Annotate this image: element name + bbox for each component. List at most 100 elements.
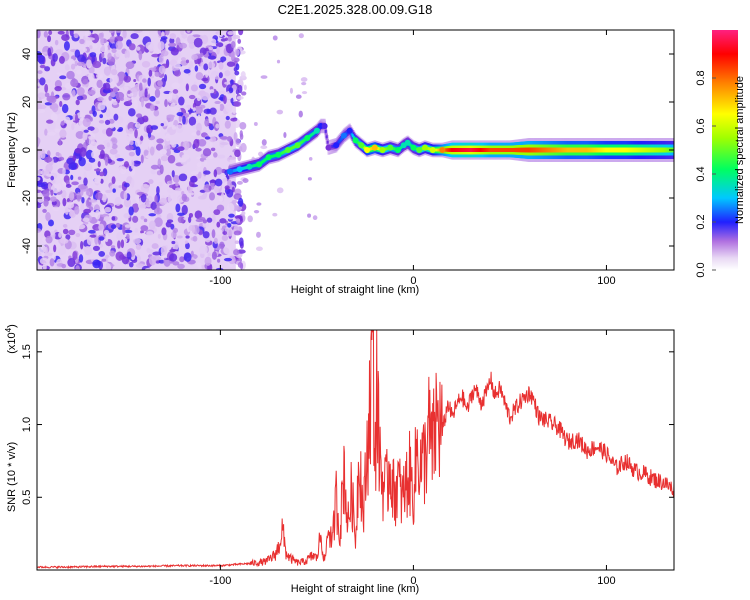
noise-blob <box>150 125 159 130</box>
noise-blob <box>218 196 224 202</box>
noise-blob <box>238 237 244 247</box>
noise-blob <box>190 250 194 257</box>
noise-blob <box>70 63 76 70</box>
noise-blob <box>227 156 237 160</box>
noise-blob <box>225 103 233 113</box>
noise-blob <box>156 214 162 219</box>
noise-blob <box>147 77 151 87</box>
noise-fleck <box>242 178 249 183</box>
noise-blob <box>185 83 189 92</box>
noise-blob <box>181 204 188 215</box>
noise-blob <box>156 203 160 213</box>
noise-fleck <box>307 213 312 218</box>
noise-blob <box>132 199 137 204</box>
noise-blob <box>98 236 105 241</box>
noise-blob <box>81 75 89 85</box>
noise-blob <box>196 130 201 136</box>
noise-blob <box>200 113 207 117</box>
noise-blob <box>198 83 207 90</box>
noise-blob <box>156 186 160 195</box>
noise-blob <box>119 97 124 101</box>
noise-blob <box>211 251 217 260</box>
ridge-band <box>352 135 355 139</box>
y-tick-label: 0 <box>21 147 33 153</box>
noise-blob <box>94 234 99 245</box>
noise-blob <box>183 68 191 74</box>
snr-x-label: Height of straight line (km) <box>291 583 419 595</box>
noise-blob <box>62 228 69 235</box>
noise-blob <box>192 107 196 112</box>
noise-blob <box>166 219 174 223</box>
noise-blob <box>58 138 62 146</box>
noise-blob <box>58 231 62 238</box>
noise-blob <box>89 110 93 115</box>
noise-blob <box>102 194 107 203</box>
noise-fleck <box>253 210 260 214</box>
snr-series-line <box>37 330 674 570</box>
noise-blob <box>160 123 164 127</box>
noise-blob <box>75 99 80 106</box>
noise-blob <box>140 225 149 232</box>
noise-blob <box>213 237 218 244</box>
noise-blob <box>177 212 185 217</box>
noise-blob <box>56 72 64 76</box>
noise-blob <box>82 221 89 225</box>
noise-blob <box>230 40 236 49</box>
spectrogram-x-label: Height of straight line (km) <box>291 284 419 296</box>
noise-blob <box>54 79 62 89</box>
ridge-point <box>352 137 359 144</box>
noise-fleck <box>243 84 247 91</box>
noise-blob <box>75 131 85 139</box>
noise-blob <box>148 179 154 185</box>
x-tick-label: 100 <box>597 275 615 287</box>
noise-blob <box>60 238 69 244</box>
noise-blob <box>92 60 102 69</box>
noise-blob <box>76 61 85 67</box>
noise-blob <box>193 37 203 48</box>
noise-blob <box>237 197 244 207</box>
noise-blob <box>45 252 54 256</box>
noise-fleck <box>260 145 268 150</box>
noise-blob <box>181 154 190 160</box>
noise-blob <box>191 132 197 136</box>
ridge-point <box>236 166 243 173</box>
ridge-point <box>429 147 436 153</box>
noise-blob <box>108 95 112 101</box>
noise-blob <box>233 230 242 236</box>
noise-blob <box>115 40 123 50</box>
noise-blob <box>62 223 68 228</box>
noise-blob <box>88 229 96 234</box>
noise-blob <box>74 205 80 215</box>
snr-y-multiplier-base: (x10 <box>6 332 18 353</box>
noise-blob <box>128 261 134 268</box>
noise-blob <box>58 56 65 64</box>
noise-blob <box>219 90 226 95</box>
noise-blob <box>168 180 173 184</box>
noise-blob <box>125 145 134 151</box>
noise-blob <box>45 212 51 222</box>
noise-blob <box>158 182 163 187</box>
noise-blob <box>44 92 50 98</box>
noise-blob <box>149 96 156 102</box>
noise-blob <box>78 254 84 263</box>
noise-blob <box>105 233 109 243</box>
noise-blob <box>123 161 130 168</box>
noise-blob <box>84 30 92 37</box>
noise-blob <box>96 74 100 78</box>
noise-blob <box>50 112 58 123</box>
noise-blob <box>192 34 201 38</box>
noise-blob <box>122 225 126 235</box>
noise-blob <box>128 43 136 51</box>
noise-blob <box>209 89 215 94</box>
noise-blob <box>72 251 78 261</box>
noise-blob <box>168 184 176 189</box>
noise-blob <box>171 82 180 89</box>
noise-blob <box>188 216 192 224</box>
noise-blob <box>57 30 65 35</box>
noise-blob <box>141 60 151 68</box>
noise-blob <box>227 227 233 237</box>
noise-blob <box>198 171 202 179</box>
noise-blob <box>109 148 118 155</box>
noise-blob <box>154 88 161 98</box>
noise-blob <box>202 219 208 224</box>
